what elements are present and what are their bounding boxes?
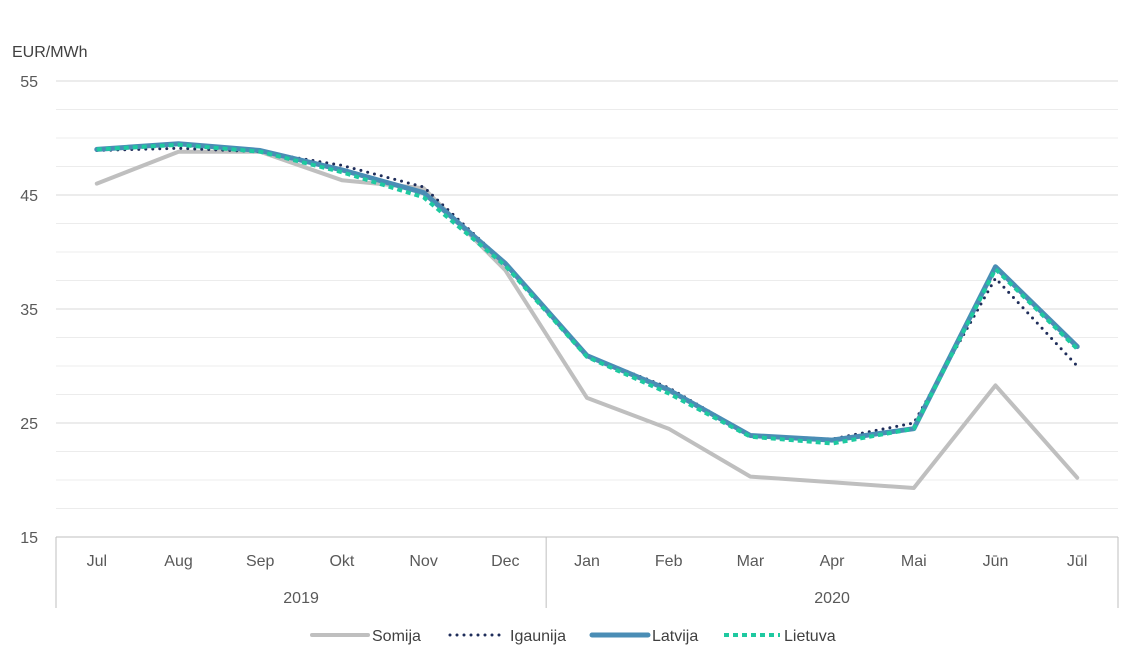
series-line-somija <box>94 149 1080 490</box>
x-tick-label: Mai <box>901 553 927 570</box>
x-tick-label: Jūn <box>983 553 1009 570</box>
x-tick-label: Jūl <box>1067 553 1087 570</box>
x-tick-label: Sep <box>246 553 275 570</box>
x-tick-labels: Jul Aug Sep Okt Nov Dec Jan Feb Mar Apr Mai Jūn Jūl <box>87 553 1088 570</box>
series-lines <box>94 141 1080 490</box>
y-tick-labels: 15 25 35 45 55 <box>20 74 38 547</box>
x-tick-label: Okt <box>329 553 354 570</box>
legend-label-latvija: Latvija <box>652 628 698 645</box>
y-tick-label: 35 <box>20 302 38 319</box>
legend: Somija Igaunija Latvija Lietuva <box>310 628 836 645</box>
y-tick-label: 45 <box>20 188 38 205</box>
x-tick-label: Jan <box>574 553 600 570</box>
x-tick-label: Feb <box>655 553 683 570</box>
x-tick-label: Nov <box>409 553 437 570</box>
legend-label-lietuva: Lietuva <box>784 628 836 645</box>
year-label: 2020 <box>814 590 850 607</box>
year-label: 2019 <box>283 590 319 607</box>
y-axis-unit-label: EUR/MWh <box>12 44 88 61</box>
y-tick-label: 55 <box>20 74 38 91</box>
year-group-labels: 2019 2020 <box>283 590 850 607</box>
legend-label-somija: Somija <box>372 628 421 645</box>
series-line-lietuva <box>96 142 1079 446</box>
y-tick-label: 15 <box>20 530 38 547</box>
x-tick-label: Apr <box>820 553 846 570</box>
x-tick-label: Aug <box>164 553 192 570</box>
y-tick-label: 25 <box>20 416 38 433</box>
legend-label-igaunija: Igaunija <box>510 628 566 645</box>
x-tick-label: Jul <box>87 553 107 570</box>
x-tick-label: Dec <box>491 553 519 570</box>
x-tick-label: Mar <box>737 553 765 570</box>
axes <box>55 536 1119 608</box>
